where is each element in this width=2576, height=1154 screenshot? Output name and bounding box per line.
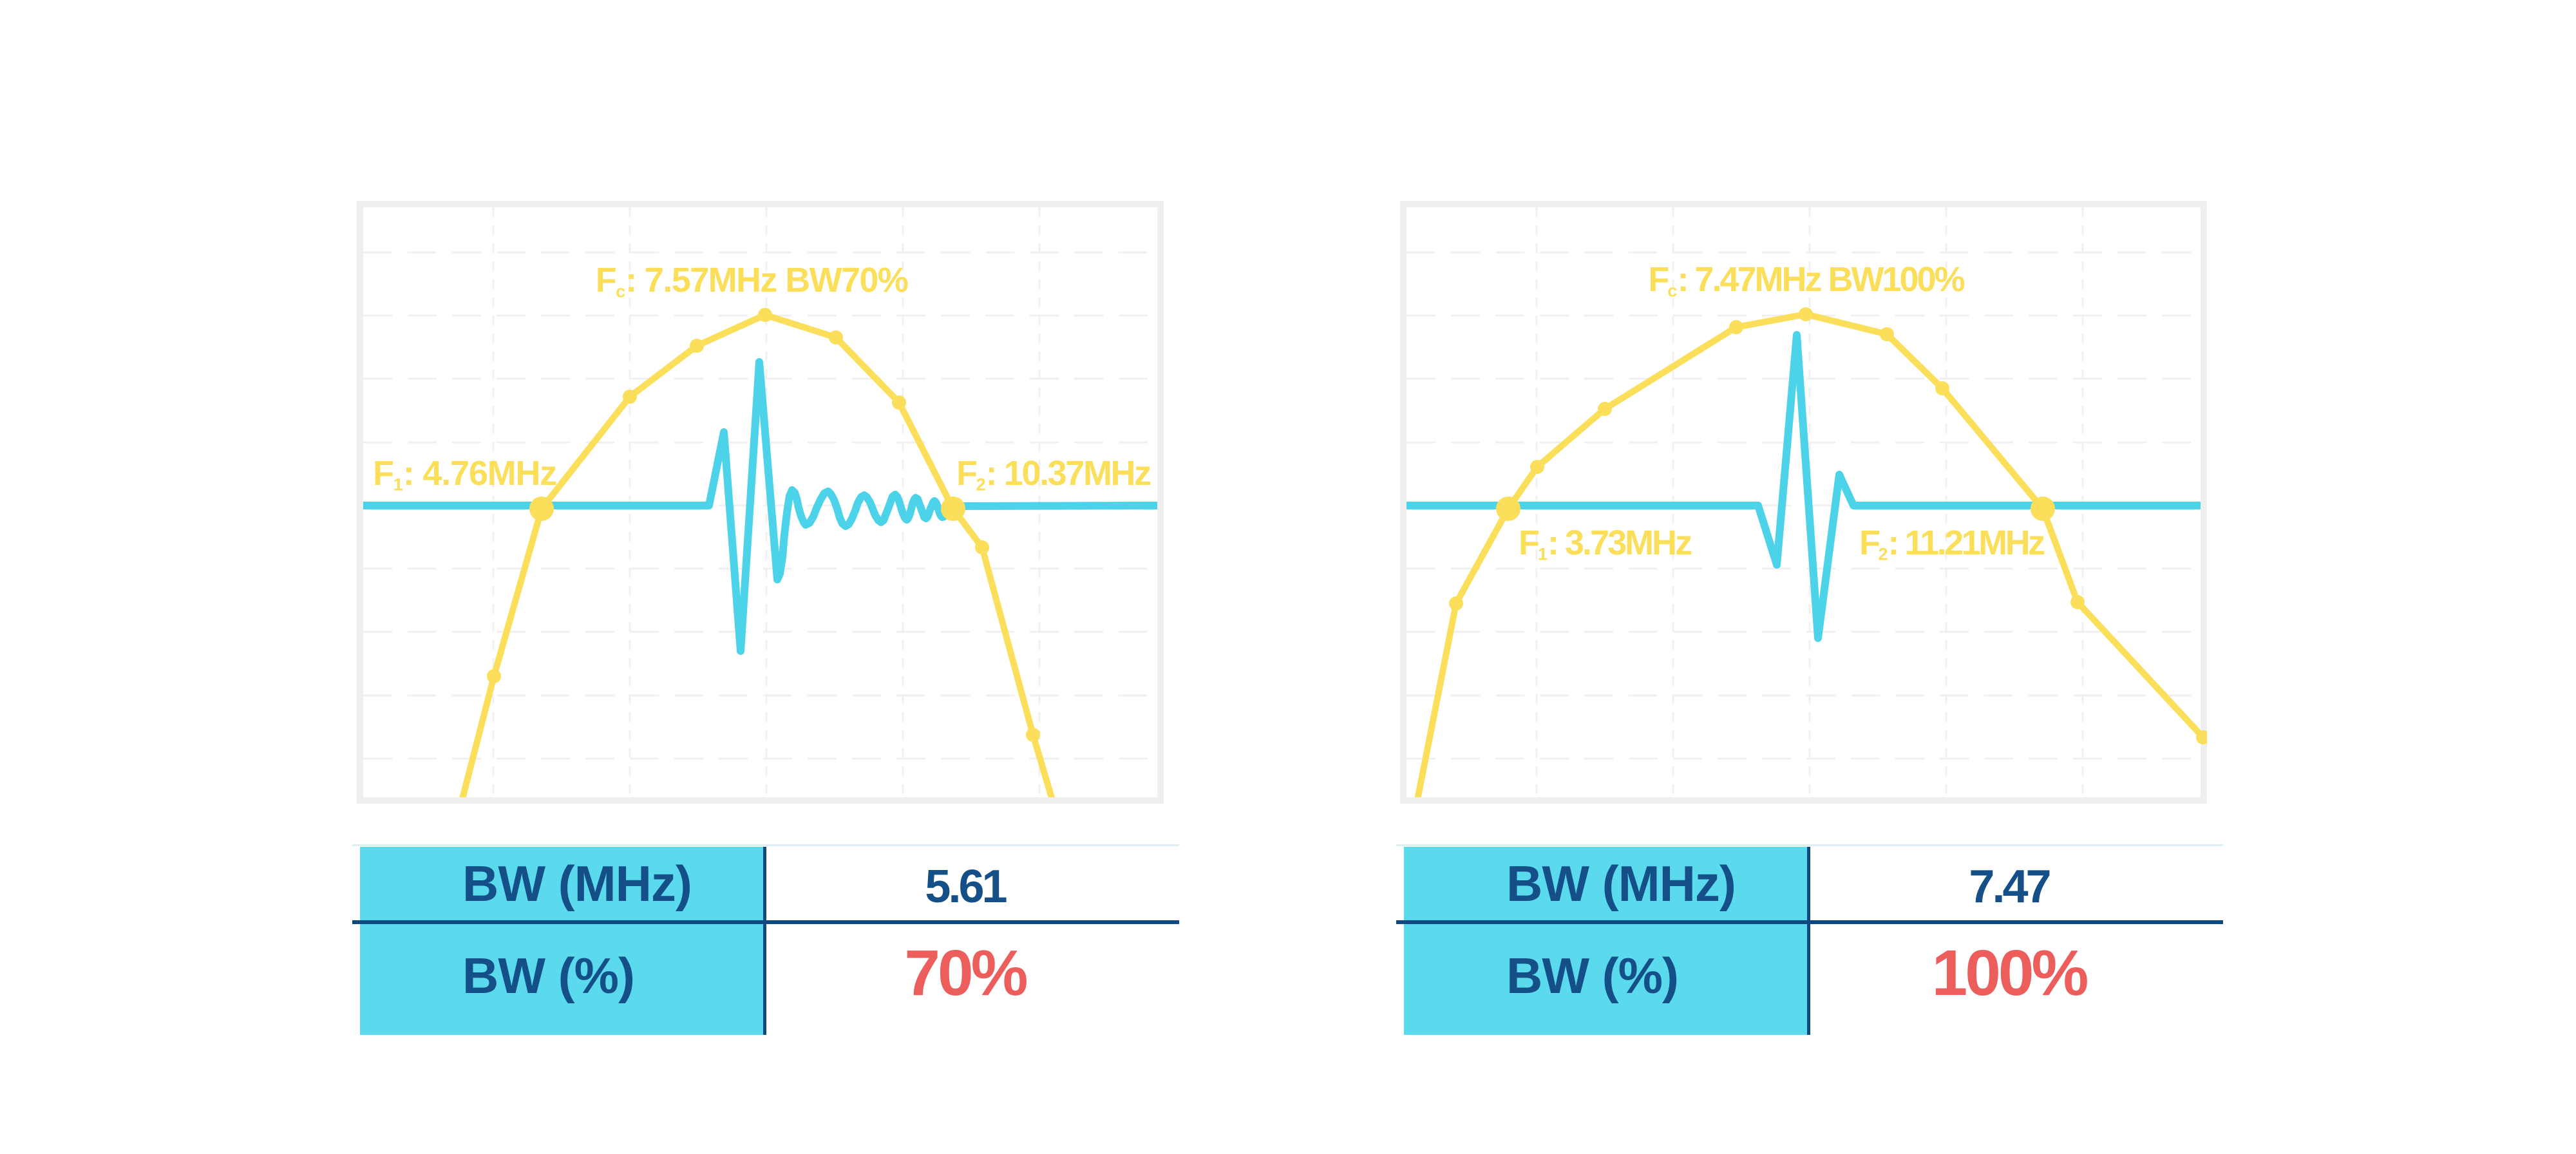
fc-symbol: F (1648, 260, 1669, 299)
crossing-marker (1496, 497, 1520, 521)
f1-subscript: 1 (393, 475, 403, 495)
bw-mhz-value: 5.61 (925, 861, 1007, 913)
f2-symbol: F (956, 454, 978, 493)
pulse-waveform (1403, 331, 2203, 642)
spectrum-marker (1026, 728, 1040, 742)
spectrum-marker (892, 395, 906, 410)
bw-mhz-label-cell: BW (MHz) (1404, 847, 1807, 920)
f1-subscript: 1 (1538, 544, 1548, 564)
bw-pct-value: 100% (1931, 936, 2089, 1009)
spectrum-marker (2070, 595, 2085, 609)
f2-value-text: : 10.37MHz (985, 454, 1152, 493)
plot-frame (1400, 201, 2207, 804)
bw100-spectrum-chart (1400, 201, 2207, 804)
pulse-waveform (359, 358, 1161, 655)
fc-symbol: F (595, 261, 617, 299)
spectrum-marker (1449, 596, 1463, 610)
bw-mhz-value-cell: 7.47 (1810, 847, 2208, 920)
bw-pct-label: BW (%) (1506, 947, 1679, 1004)
bw-pct-label: BW (%) (462, 947, 635, 1004)
spectrum-marker (2196, 730, 2207, 744)
bw-mhz-label: BW (MHz) (1506, 855, 1736, 912)
f2-subscript: 2 (1878, 544, 1888, 564)
table-top-border (1396, 844, 2223, 846)
bw-pct-value-cell: 100% (1810, 924, 2208, 1035)
spectrum-marker (623, 390, 637, 404)
fc-value-text: : 7.57MHz BW70% (625, 261, 909, 299)
f2-value-text: : 11.21MHz (1888, 524, 2046, 562)
spectrum-marker (1598, 402, 1612, 416)
bw70-f2-annotation: F2: 10.37MHz (956, 454, 1152, 493)
bw-pct-value: 70% (904, 936, 1028, 1009)
crossing-marker (2031, 497, 2055, 521)
bw70-f1-annotation: F1: 4.76MHz (373, 454, 557, 493)
f1-value-text: : 4.76MHz (402, 454, 557, 493)
table-column-divider (1807, 847, 1810, 1035)
f1-symbol: F (373, 454, 394, 493)
spectrum-marker (487, 669, 501, 683)
table-column-divider (763, 847, 766, 1035)
bw-mhz-label-cell: BW (MHz) (360, 847, 763, 920)
bw100-f1-annotation: F1: 3.73MHz (1519, 524, 1692, 563)
bw-mhz-value-cell: 5.61 (766, 847, 1164, 920)
bw-pct-label-cell: BW (%) (360, 924, 763, 1035)
f2-symbol: F (1859, 524, 1880, 562)
bw-pct-label-cell: BW (%) (1404, 924, 1807, 1035)
bw70-fc-annotation: Fc: 7.57MHz BW70% (595, 261, 909, 301)
fc-subscript: c (616, 281, 626, 301)
bw70-spectrum-chart (357, 201, 1164, 804)
bw70-results-table: BW (MHz) 5.61 BW (%) 70% (352, 844, 1179, 1035)
bw-mhz-value: 7.47 (1969, 861, 2051, 913)
spectrum-marker (975, 540, 989, 554)
table-top-border (352, 844, 1179, 846)
crossing-marker (941, 497, 965, 521)
spectrum-marker (1880, 327, 1894, 341)
fc-subscript: c (1667, 281, 1678, 301)
spectrum-marker (1729, 320, 1743, 334)
bw100-fc-annotation: Fc: 7.47MHz BW100% (1648, 260, 1965, 299)
plot-frame (357, 201, 1164, 804)
f1-symbol: F (1519, 524, 1540, 562)
spectrum-marker (758, 308, 772, 322)
spectrum-marker (690, 339, 704, 353)
fc-value-text: : 7.47MHz BW100% (1677, 260, 1965, 299)
bw-pct-value-cell: 70% (766, 924, 1164, 1035)
f1-value-text: : 3.73MHz (1548, 524, 1692, 562)
spectrum-marker (1935, 381, 1949, 395)
spectrum-curve (1413, 311, 2206, 804)
bw100-f2-annotation: F2: 11.21MHz (1859, 524, 2046, 563)
bw100-results-table: BW (MHz) 7.47 BW (%) 100% (1396, 844, 2223, 1035)
bw-mhz-label: BW (MHz) (462, 855, 692, 912)
spectrum-marker (829, 330, 843, 345)
spectrum-marker (1530, 460, 1544, 474)
spectrum-marker (1799, 307, 1813, 321)
spectrum-curve (457, 312, 1057, 804)
crossing-marker (529, 497, 554, 521)
f2-subscript: 2 (976, 475, 986, 495)
